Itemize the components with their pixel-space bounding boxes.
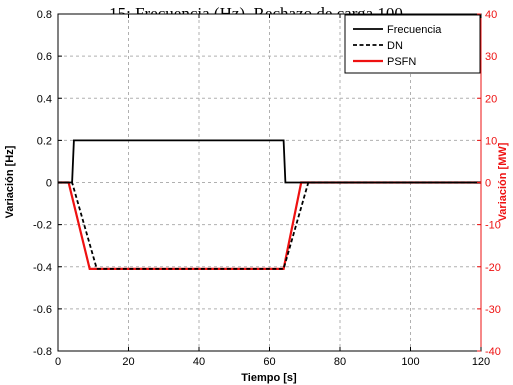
series-line-frecuencia [58, 139, 481, 184]
y-axis-left-label: Variación [Hz] [4, 145, 16, 218]
y-left-tick-label: 0.6 [37, 51, 52, 63]
y-left-tick-label: 0.8 [37, 9, 52, 21]
legend-box [344, 14, 481, 74]
x-tick-label: 80 [334, 356, 346, 368]
y-right-tick-label: 10 [485, 135, 497, 147]
series-layer [58, 139, 481, 270]
x-tick-label: 20 [122, 356, 134, 368]
y-left-tick-label: -0.6 [33, 304, 52, 316]
x-axis-label: Tiempo [s] [241, 372, 297, 384]
y-right-tick-label: -30 [485, 304, 501, 316]
x-tick-label: 100 [401, 356, 419, 368]
x-tick-label: 120 [472, 356, 490, 368]
y-axis-right-label: Variación [MW] [497, 142, 509, 221]
y-left-tick-label: -0.8 [33, 346, 52, 358]
y-right-tick-label: 30 [485, 51, 497, 63]
y-left-tick-label: 0 [46, 178, 52, 190]
x-tick-label: 0 [55, 356, 61, 368]
x-tick-label: 40 [193, 356, 205, 368]
y-left-tick-label: -0.4 [33, 262, 52, 274]
x-tick-label: 60 [263, 356, 275, 368]
y-right-tick-label: -20 [485, 262, 501, 274]
y-right-tick-label: -10 [485, 220, 501, 232]
y-right-tick-label: 0 [485, 178, 491, 190]
legend-label-psfn: PSFN [387, 56, 416, 68]
y-left-tick-label: -0.2 [33, 220, 52, 232]
legend-label-dn: DN [387, 40, 403, 52]
y-left-tick-label: 0.2 [37, 135, 52, 147]
series-line-dn [58, 181, 481, 270]
y-right-tick-label: 20 [485, 93, 497, 105]
y-right-tick-label: -40 [485, 346, 501, 358]
legend: Frecuencia DN PSFN [344, 14, 481, 74]
y-right-tick-label: 40 [485, 9, 497, 21]
y-left-tick-label: 0.4 [37, 93, 52, 105]
ticks-layer: 0 20 40 60 80 100 120-0.8-0.6-0.4-0.200.20.40.… [33, 9, 501, 368]
legend-label-frecuencia: Frecuencia [387, 24, 442, 36]
